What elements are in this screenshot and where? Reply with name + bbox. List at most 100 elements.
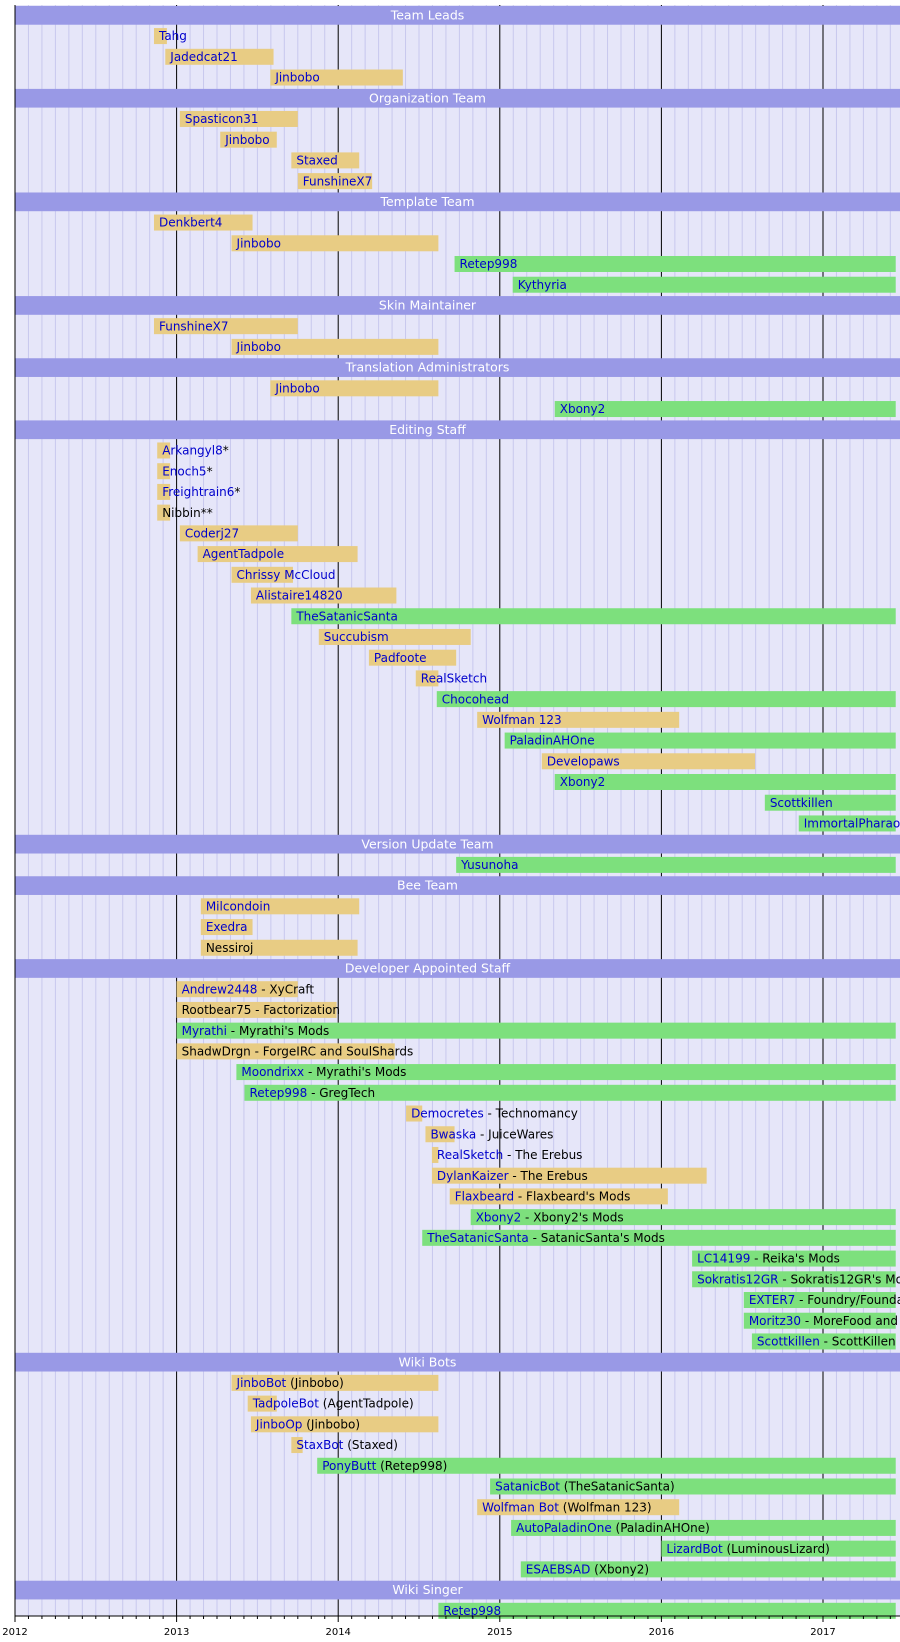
member-label[interactable]: Andrew2448 - XyCraft [182,982,315,996]
member-link[interactable]: Scottkillen [757,1335,820,1349]
member-link[interactable]: Moritz30 [749,1314,801,1328]
member-label[interactable]: Jinbobo [274,71,319,85]
member-link[interactable]: ESAEBSAD [526,1563,591,1577]
member-link[interactable]: Succubism [324,630,389,644]
member-label[interactable]: Xbony2 - Xbony2's Mods [476,1210,624,1224]
member-link[interactable]: Staxed [296,154,337,168]
member-label[interactable]: TadpoleBot (AgentTadpole) [252,1397,414,1411]
member-label[interactable]: ESAEBSAD (Xbony2) [526,1563,649,1577]
member-link[interactable]: TheSatanicSanta [295,609,398,623]
member-link[interactable]: StaxBot [296,1438,343,1452]
member-link[interactable]: JinboOp [255,1417,303,1431]
member-link[interactable]: FunshineX7 [303,174,373,188]
member-link[interactable]: Jinbobo [236,236,281,250]
member-label[interactable]: Wolfman 123 [482,713,561,727]
member-link[interactable]: Jadedcat21 [169,50,237,64]
member-link[interactable]: PaladinAHOne [510,734,595,748]
member-link[interactable]: Xbony2 [476,1210,522,1224]
member-label[interactable]: LizardBot (LuminousLizard) [666,1542,829,1556]
member-label[interactable]: Developaws [547,754,620,768]
member-label[interactable]: Chocohead [442,692,509,706]
member-label[interactable]: JinboOp (Jinbobo) [255,1417,360,1431]
member-label[interactable]: Freightrain6* [162,485,240,499]
member-link[interactable]: Yusunoha [460,858,518,872]
member-label[interactable]: Xbony2 [560,775,606,789]
member-link[interactable]: LC14199 [697,1252,750,1266]
member-link[interactable]: Scottkillen [770,796,833,810]
member-link[interactable]: Chrissy McCloud [237,568,336,582]
member-link[interactable]: EXTER7 [749,1293,795,1307]
member-link[interactable]: Milcondoin [206,899,270,913]
member-link[interactable]: AutoPaladinOne [516,1521,612,1535]
member-link[interactable]: LizardBot [666,1542,723,1556]
member-link[interactable]: TheSatanicSanta [426,1231,529,1245]
member-label[interactable]: Exedra [206,920,248,934]
member-label[interactable]: AgentTadpole [203,547,285,561]
member-label[interactable]: Scottkillen - ScottKillen and friends [757,1335,900,1349]
member-label[interactable]: Jinbobo [236,236,281,250]
member-link[interactable]: Arkangyl8 [162,444,223,458]
member-link[interactable]: ImmortalPharaoh [804,817,900,831]
member-label[interactable]: Enoch5* [162,464,212,478]
member-link[interactable]: Retep998 [249,1086,307,1100]
member-link[interactable]: DylanKaizer [437,1169,509,1183]
member-label[interactable]: Moondrixx - Myrathi's Mods [241,1065,406,1079]
member-label[interactable]: RealSketch - The Erebus [437,1148,583,1162]
member-link[interactable]: Xbony2 [560,402,606,416]
member-link[interactable]: Chocohead [442,692,509,706]
member-label[interactable]: RealSketch [421,672,487,686]
member-label[interactable]: Jadedcat21 [169,50,237,64]
member-link[interactable]: Tahg [158,29,187,43]
member-link[interactable]: Bwaska [430,1127,476,1141]
member-label[interactable]: Chrissy McCloud [237,568,336,582]
member-label[interactable]: DylanKaizer - The Erebus [437,1169,588,1183]
member-label[interactable]: Spasticon31 [185,112,259,126]
member-link[interactable]: Jinbobo [274,381,319,395]
member-label[interactable]: Democretes - Technomancy [411,1107,578,1121]
member-label[interactable]: Arkangyl8* [162,444,229,458]
member-link[interactable]: RealSketch [437,1148,503,1162]
member-link[interactable]: TadpoleBot [252,1397,320,1411]
member-label[interactable]: TheSatanicSanta - SatanicSanta's Mods [426,1231,665,1245]
member-label[interactable]: Jinbobo [274,381,319,395]
member-label[interactable]: Alistaire14820 [256,589,343,603]
member-link[interactable]: Flaxbeard [455,1190,514,1204]
member-label[interactable]: TheSatanicSanta [295,609,398,623]
member-link[interactable]: Retep998 [443,1604,501,1618]
member-label[interactable]: Retep998 [460,257,518,271]
member-label[interactable]: Scottkillen [770,796,833,810]
member-link[interactable]: Wolfman 123 [482,713,561,727]
member-link[interactable]: Developaws [547,754,620,768]
member-label[interactable]: Wolfman Bot (Wolfman 123) [482,1500,651,1514]
member-label[interactable]: Retep998 [443,1604,501,1618]
member-link[interactable]: SatanicBot [495,1480,560,1494]
member-link[interactable]: Myrathi [182,1024,227,1038]
member-label[interactable]: LC14199 - Reika's Mods [697,1252,840,1266]
member-link[interactable]: Retep998 [460,257,518,271]
member-link[interactable]: Freightrain6 [162,485,234,499]
member-link[interactable]: Sokratis12GR [697,1272,778,1286]
member-label[interactable]: Coderj27 [185,527,239,541]
member-link[interactable]: RealSketch [421,672,487,686]
member-link[interactable]: Jinbobo [236,340,281,354]
member-label[interactable]: PonyButt (Retep998) [322,1459,447,1473]
member-label[interactable]: Succubism [324,630,389,644]
member-label[interactable]: Jinbobo [224,133,269,147]
member-label[interactable]: Jinbobo [236,340,281,354]
member-link[interactable]: Alistaire14820 [256,589,343,603]
member-label[interactable]: Milcondoin [206,899,270,913]
member-label[interactable]: Bwaska - JuiceWares [430,1127,553,1141]
member-link[interactable]: Enoch5 [162,464,206,478]
member-link[interactable]: Denkbert4 [159,216,222,230]
member-label[interactable]: Padfoote [374,651,427,665]
member-link[interactable]: Padfoote [374,651,427,665]
member-label[interactable]: FunshineX7 [159,319,229,333]
member-link[interactable]: Kythyria [518,278,567,292]
member-label[interactable]: Retep998 - GregTech [249,1086,375,1100]
member-label[interactable]: AutoPaladinOne (PaladinAHOne) [516,1521,710,1535]
member-link[interactable]: JinboBot [236,1376,287,1390]
member-label[interactable]: FunshineX7 [303,174,373,188]
member-link[interactable]: Jinbobo [224,133,269,147]
member-link[interactable]: Xbony2 [560,775,606,789]
member-link[interactable]: Democretes [411,1107,484,1121]
